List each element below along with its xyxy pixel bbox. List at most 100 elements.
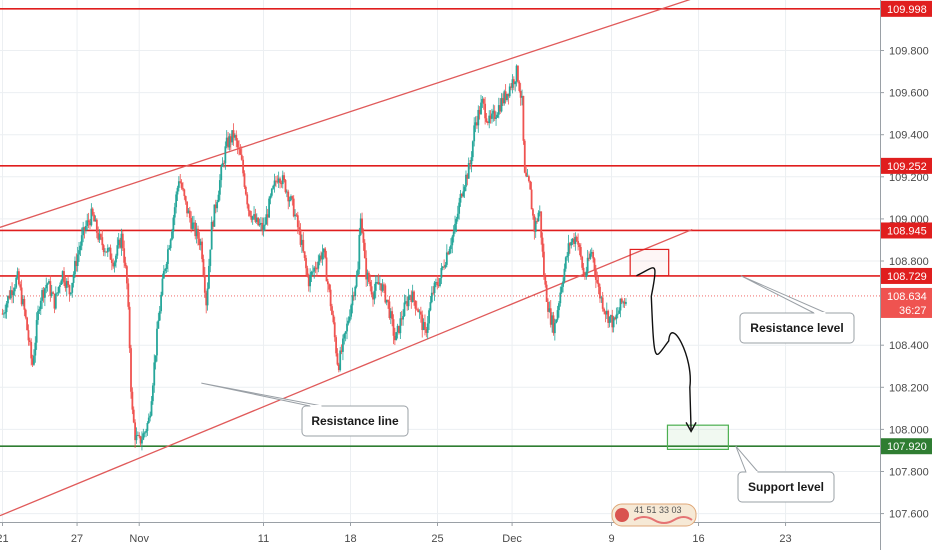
- candle-body: [298, 227, 301, 230]
- candle-body: [86, 220, 89, 226]
- target-box-green[interactable]: [666, 424, 729, 450]
- candle-body: [7, 295, 9, 304]
- candle-body: [145, 430, 147, 433]
- candle-body: [316, 268, 318, 270]
- candle-body: [370, 286, 373, 295]
- x-tick-label: 27: [71, 533, 83, 545]
- candle-body: [612, 317, 615, 328]
- trendline-lower-channel[interactable]: [0, 228, 693, 517]
- x-tick-label: Dec: [502, 533, 522, 545]
- callouts[interactable]: Resistance level Resistance line Support l…: [201, 275, 855, 503]
- candle-body: [120, 233, 123, 248]
- candle-body: [582, 267, 585, 274]
- candle-body: [611, 315, 614, 328]
- candle-body: [250, 215, 253, 220]
- candle-body: [395, 332, 398, 341]
- candle-body: [322, 248, 325, 253]
- candle-body: [486, 121, 489, 124]
- projection-arrow[interactable]: [636, 267, 697, 433]
- candle-body: [384, 285, 387, 303]
- candle-body: [549, 308, 552, 325]
- candle-body: [187, 210, 190, 214]
- candle-body: [511, 79, 514, 88]
- candle-body: [441, 266, 444, 268]
- candle-body: [603, 308, 605, 312]
- candle-body: [188, 210, 191, 218]
- candle-body: [249, 210, 251, 216]
- candle-body: [555, 319, 558, 323]
- candle-body: [239, 149, 242, 155]
- target-boxes[interactable]: [629, 248, 729, 450]
- candle-body: [2, 313, 5, 315]
- candle-body: [242, 159, 245, 174]
- candle-body: [608, 316, 611, 323]
- candle-body: [518, 81, 521, 91]
- candle-body: [147, 417, 150, 423]
- candle-body: [362, 232, 365, 243]
- candle-body: [265, 214, 268, 225]
- candle-body: [527, 176, 530, 182]
- candle-body: [61, 271, 64, 281]
- projection-curve[interactable]: [636, 267, 692, 430]
- candle-body: [276, 181, 279, 183]
- candle-body: [403, 302, 406, 317]
- candle-body: [450, 245, 452, 250]
- candle-body: [218, 180, 221, 195]
- candle-body: [342, 338, 344, 352]
- candle-body: [317, 261, 320, 269]
- candle-body: [5, 303, 8, 313]
- candle-body: [295, 214, 298, 216]
- candle-body: [522, 95, 525, 141]
- candle-body: [589, 253, 592, 259]
- candle-body: [65, 280, 68, 288]
- callout-resistance-line[interactable]: Resistance line: [201, 382, 409, 437]
- candle-body: [182, 187, 184, 190]
- candle-body: [344, 331, 347, 334]
- candle-body: [113, 262, 116, 267]
- candle-body: [328, 284, 331, 290]
- candle-body: [165, 264, 168, 269]
- candle-body: [119, 239, 121, 248]
- candle-body: [460, 193, 463, 197]
- candle-body: [377, 282, 380, 285]
- candle-body: [361, 218, 363, 233]
- trendlines[interactable]: [0, 0, 740, 517]
- callout-support-level[interactable]: Support level: [735, 445, 835, 503]
- x-tick-label: 25: [431, 533, 443, 545]
- candle-body: [414, 300, 417, 309]
- candle-body: [599, 286, 601, 299]
- candle-body: [570, 242, 573, 246]
- candle-body: [69, 292, 72, 295]
- candle-body: [355, 275, 358, 287]
- candle-body: [176, 187, 179, 195]
- candle-body: [264, 224, 266, 226]
- target-box-red[interactable]: [629, 248, 670, 277]
- candle-body: [533, 215, 536, 232]
- candle-body: [306, 268, 309, 277]
- callout-resistance-level[interactable]: Resistance level: [739, 275, 855, 344]
- candle-body: [585, 271, 588, 277]
- candle-body: [305, 257, 307, 269]
- candle-body: [184, 196, 187, 202]
- price-label-107.920: [881, 438, 932, 455]
- candle-body: [378, 283, 381, 285]
- candle-body: [46, 283, 49, 285]
- candle-body: [171, 231, 173, 240]
- candle-body: [104, 251, 106, 253]
- candle-body: [508, 86, 511, 97]
- trendline-upper-channel[interactable]: [0, 0, 740, 228]
- candle-body: [614, 317, 616, 320]
- candle-body: [551, 315, 554, 325]
- candle-body: [398, 325, 400, 334]
- candle-body: [41, 290, 44, 301]
- current-price-text: 108.634: [887, 291, 927, 303]
- candle-body: [432, 292, 435, 294]
- candle-body: [190, 217, 193, 229]
- candle-body: [339, 350, 342, 371]
- candle-body: [575, 236, 578, 242]
- candles: [1, 64, 627, 451]
- candle-body: [192, 222, 195, 224]
- candle-body: [623, 301, 626, 304]
- candle-body: [30, 341, 33, 359]
